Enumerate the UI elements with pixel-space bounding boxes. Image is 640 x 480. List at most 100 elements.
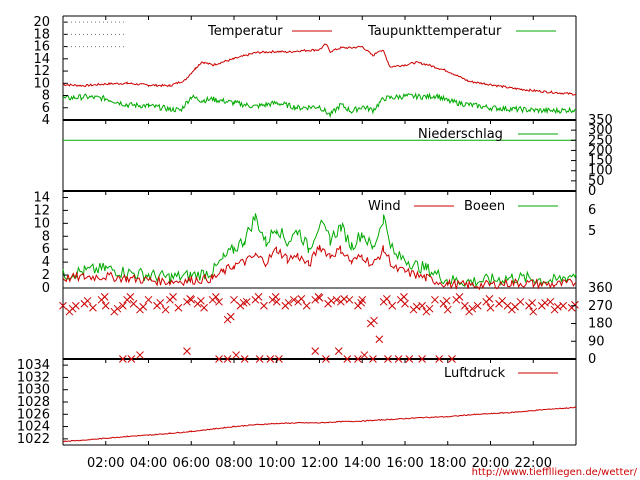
tick-labels: 4681012141618200501001502002503003500246… <box>17 15 613 471</box>
legend-temperatur-label: Temperatur <box>207 24 283 39</box>
y-tick-direction: 0 <box>588 352 596 367</box>
direction-marker <box>314 293 323 301</box>
direction-marker <box>442 296 451 305</box>
direction-marker <box>473 301 482 310</box>
legend-luftdruck-label: Luftdruck <box>444 366 506 381</box>
direction-marker <box>343 355 352 363</box>
y-tick-rain: 300 <box>588 123 613 138</box>
direction-marker <box>136 351 144 359</box>
direction-marker <box>485 294 494 303</box>
direction-marker <box>139 302 148 311</box>
y-tick-wind: 0 <box>42 281 50 296</box>
direction-marker <box>284 298 293 307</box>
direction-marker <box>425 304 434 313</box>
direction-marker <box>254 293 263 301</box>
y-tick-wind: 12 <box>33 203 50 218</box>
direction-marker <box>186 294 195 303</box>
series-wind <box>62 244 577 291</box>
direction-marker <box>83 296 92 305</box>
direction-marker <box>211 293 220 301</box>
direction-marker <box>232 351 240 359</box>
y-tick-direction: 180 <box>588 317 613 332</box>
x-tick-label: 08:00 <box>215 456 252 471</box>
y-tick-direction: 270 <box>588 299 613 314</box>
direction-marker <box>443 305 452 314</box>
series-luftdruck <box>62 406 577 443</box>
direction-marker <box>230 295 238 304</box>
direction-marker <box>215 355 223 363</box>
direction-marker <box>126 293 135 301</box>
direction-marker <box>357 298 366 307</box>
legend-taupunkt-label: Taupunkttemperatur <box>367 24 502 39</box>
y-tick-pressure: 1024 <box>17 420 50 435</box>
y-tick-pressure: 1028 <box>17 395 50 410</box>
y-tick-temp: 6 <box>42 101 50 116</box>
legend-niederschlag-label: Niederschlag <box>418 127 503 142</box>
direction-marker <box>528 298 537 307</box>
y-tick-wind: 6 <box>42 242 50 257</box>
series-lines <box>59 43 579 443</box>
direction-marker <box>223 355 232 363</box>
y-tick-rain: 150 <box>588 154 613 169</box>
direction-marker <box>400 293 408 301</box>
direction-marker <box>486 303 495 312</box>
y-tick-pressure: 1034 <box>17 358 50 373</box>
direction-marker <box>431 295 439 304</box>
direction-marker <box>340 294 348 303</box>
x-tick-label: 18:00 <box>429 456 466 471</box>
footer-url[interactable]: http://www.tiefflliegen.de/wetter/ <box>472 467 638 478</box>
direction-marker <box>118 355 127 363</box>
direction-marker <box>239 298 248 307</box>
direction-marker <box>260 301 268 310</box>
y-tick-temp: 20 <box>33 15 50 30</box>
direction-marker <box>448 355 456 363</box>
direction-marker <box>327 296 336 305</box>
y-tick-rain: 100 <box>588 164 613 179</box>
direction-marker <box>468 304 477 313</box>
y-tick-temp: 12 <box>33 64 50 79</box>
direction-marker <box>418 355 426 363</box>
legend-boeen-label: Boeen <box>464 199 505 214</box>
direction-marker <box>197 296 205 305</box>
y-tick-wind: 14 <box>33 190 50 205</box>
x-tick-label: 12:00 <box>301 456 338 471</box>
direction-marker <box>156 298 165 307</box>
direction-marker <box>215 297 223 306</box>
direction-marker <box>405 355 414 363</box>
y-tick-temp: 16 <box>33 40 50 55</box>
x-tick-label: 16:00 <box>386 456 423 471</box>
direction-marker <box>455 293 464 301</box>
direction-marker <box>571 300 579 309</box>
direction-marker <box>297 294 306 303</box>
y-tick-wind: 8 <box>42 229 50 244</box>
direction-marker <box>68 304 77 313</box>
direction-marker <box>271 293 280 301</box>
direction-marker <box>382 294 391 303</box>
direction-marker <box>435 355 444 363</box>
direction-marker <box>169 293 177 301</box>
x-tick-label: 14:00 <box>344 456 381 471</box>
y-tick-rain: 250 <box>588 133 613 148</box>
direction-marker <box>553 302 562 311</box>
direction-marker <box>200 303 208 312</box>
direction-marker <box>394 355 403 363</box>
direction-marker <box>360 351 369 359</box>
y-tick-direction: 90 <box>588 334 605 349</box>
direction-marker <box>174 303 183 312</box>
y-tick-wind: 10 <box>33 216 50 231</box>
direction-marker <box>127 355 136 363</box>
direction-marker <box>384 355 392 363</box>
direction-marker <box>113 304 122 313</box>
direction-marker <box>255 355 264 363</box>
direction-marker <box>240 355 249 363</box>
direction-marker <box>498 296 507 305</box>
direction-marker <box>272 297 281 306</box>
direction-marker <box>370 316 378 325</box>
direction-marker <box>511 302 519 311</box>
direction-marker <box>129 299 138 308</box>
direction-marker <box>226 312 235 321</box>
direction-marker <box>375 335 384 344</box>
y-tick-rain: 50 <box>588 174 605 189</box>
x-tick-label: 20:00 <box>472 456 509 471</box>
